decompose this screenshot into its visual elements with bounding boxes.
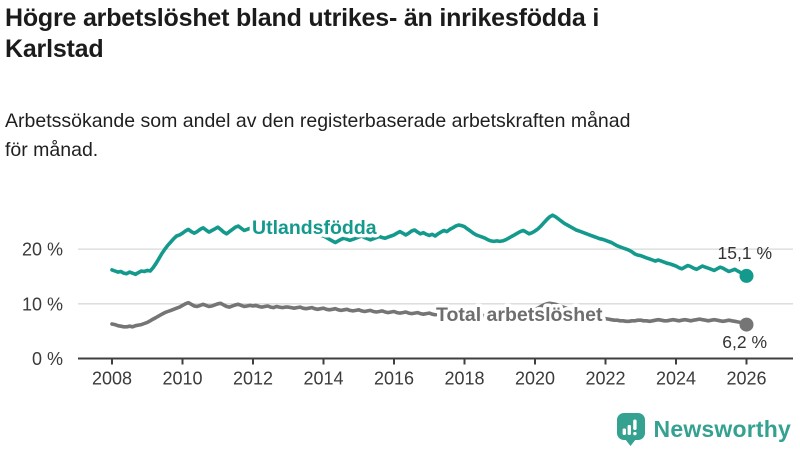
x-tick-label: 2022 [585,369,625,389]
x-tick-label: 2020 [515,369,555,389]
chart-subtitle-line2: för månad. [5,139,99,161]
y-tick-label: 10 % [22,294,63,314]
x-tick-label: 2014 [303,369,343,389]
chart-title-line1: Högre arbetslöshet bland utrikes- än inr… [5,4,600,32]
x-tick-label: 2012 [233,369,273,389]
series-end-value-label: 15,1 % [718,243,772,263]
series-end-dot [739,317,754,332]
x-tick-label: 2016 [374,369,414,389]
chart-title: Högre arbetslöshet bland utrikes- än inr… [5,3,599,65]
newsworthy-icon [616,413,645,446]
chart-subtitle: Arbetssökande som andel av den registerb… [5,107,630,165]
series-line-total [110,300,749,329]
x-tick-label: 2018 [444,369,484,389]
series-line-utlandsfodda [110,213,749,278]
x-tick-label: 2024 [656,369,696,389]
x-tick-label: 2010 [162,369,202,389]
series-label-total: Total arbetslöshet [436,304,603,326]
x-tick-label: 2008 [92,369,132,389]
newsworthy-logo-text: Newsworthy [653,415,791,442]
x-tick-label: 2026 [726,369,766,389]
y-tick-label: 0 % [32,349,63,369]
y-tick-label: 20 % [22,240,63,260]
newsworthy-logo[interactable]: Newsworthy [616,412,791,446]
series-end-dot [739,268,754,283]
chart-subtitle-line1: Arbetssökande som andel av den registerb… [5,110,631,132]
series-end-value-label: 6,2 % [722,332,767,352]
chart-title-line2: Karlstad [5,35,104,63]
series-label-utlandsfodda: Utlandsfödda [252,217,377,239]
